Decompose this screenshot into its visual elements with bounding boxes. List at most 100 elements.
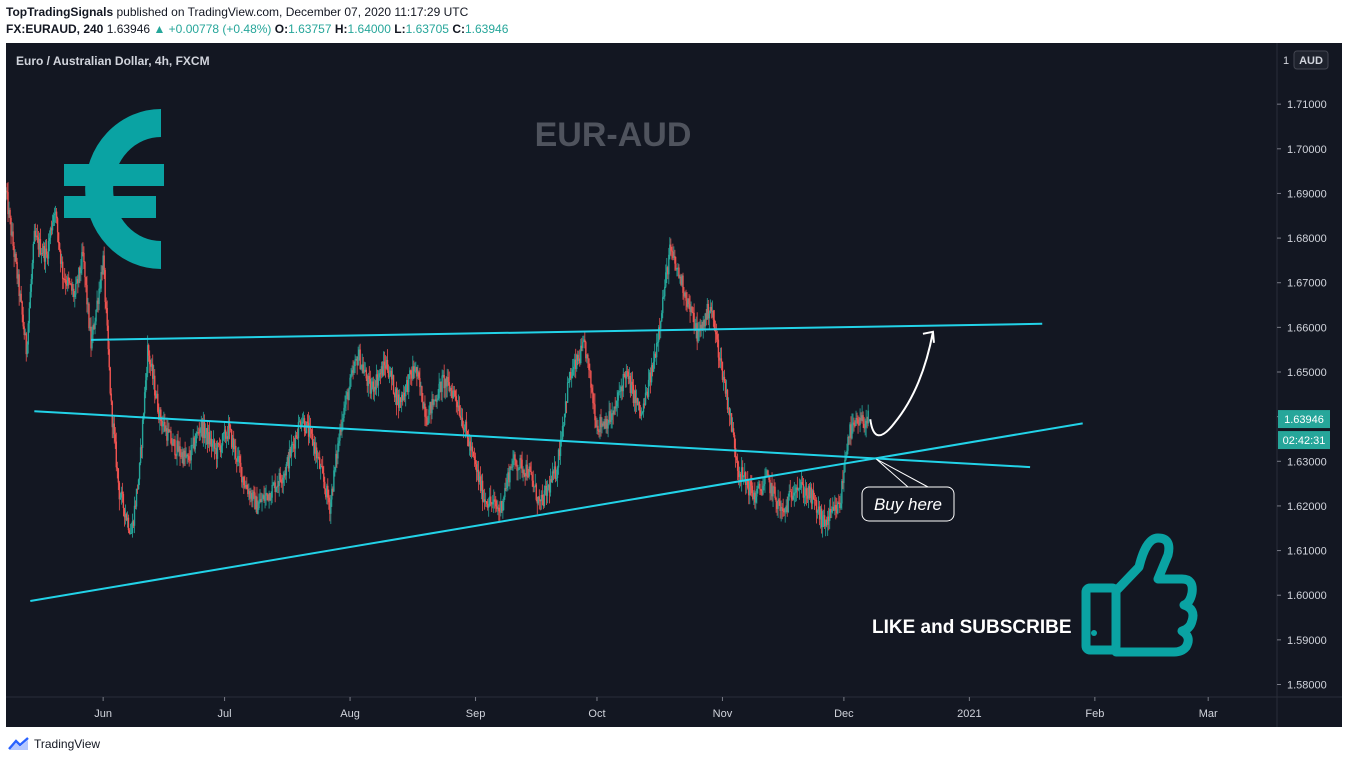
candle-body xyxy=(328,497,330,503)
candle-body xyxy=(431,398,433,414)
price-axis[interactable]: 1.71000 1.70000 1.69000 1.68000 1.67000 1.660… xyxy=(1277,99,1327,692)
time-axis[interactable]: Jun Jul Aug Sep Oct Nov Dec 2021 Feb Mar xyxy=(94,697,1218,720)
candle-body xyxy=(569,372,572,379)
candle-body xyxy=(607,423,609,429)
candle-body xyxy=(558,449,561,457)
candle-body xyxy=(185,456,187,458)
candle-body xyxy=(136,488,139,490)
candle-body xyxy=(451,390,453,398)
candle-body xyxy=(190,445,192,461)
candle-body xyxy=(823,515,826,527)
ascending-trendline[interactable] xyxy=(30,422,1083,603)
candle-body xyxy=(145,373,148,381)
candle-body xyxy=(848,436,850,438)
candle-body xyxy=(183,450,185,465)
candle-body xyxy=(122,493,125,509)
candle-body xyxy=(348,389,350,401)
candle-body xyxy=(464,421,467,430)
candle-body xyxy=(679,276,681,278)
candle-body xyxy=(46,254,49,259)
candle-body xyxy=(735,457,738,461)
candle-body xyxy=(604,421,606,429)
candle-body xyxy=(578,358,580,361)
candle-body xyxy=(309,426,312,430)
candle-body xyxy=(311,433,314,446)
candle-body xyxy=(836,508,838,514)
candle-body xyxy=(808,486,811,499)
candle-body xyxy=(821,516,824,527)
time-tick-label: Sep xyxy=(466,708,486,720)
symbol[interactable]: FX:EURAUD, 240 xyxy=(6,22,104,36)
candle-body xyxy=(34,230,37,238)
candle-body xyxy=(420,386,422,388)
trendlines-layer[interactable] xyxy=(30,322,1083,603)
candle-body xyxy=(774,486,776,498)
currency-badge[interactable]: AUD xyxy=(1293,50,1329,70)
candle-body xyxy=(128,530,131,534)
candle-body xyxy=(248,491,250,495)
publish-line: TopTradingSignals published on TradingVi… xyxy=(6,5,468,19)
candle-body xyxy=(49,228,52,238)
candle-body xyxy=(55,211,58,219)
candle-body xyxy=(192,437,194,446)
candle-body xyxy=(695,323,697,330)
candle-body xyxy=(367,376,369,386)
candle-body xyxy=(442,374,444,376)
candle-body xyxy=(362,364,364,373)
candle-body xyxy=(536,499,538,504)
candle-body xyxy=(208,432,211,445)
candle-body xyxy=(717,339,720,358)
candle-body xyxy=(57,232,60,244)
candle-body xyxy=(173,439,175,441)
candle-body xyxy=(758,483,760,486)
candle-body xyxy=(246,485,248,490)
candle-body xyxy=(609,411,611,422)
candle-body xyxy=(539,499,542,502)
candle-body xyxy=(500,501,502,513)
candle-body xyxy=(737,470,740,478)
tradingview-footer[interactable]: TradingView xyxy=(8,737,100,751)
candle-body xyxy=(399,397,402,402)
candle-body xyxy=(226,436,229,439)
last-price-label: 1.63946 xyxy=(1284,414,1324,426)
candle-body xyxy=(443,374,445,389)
candle-body xyxy=(78,267,80,283)
candle-body xyxy=(648,372,651,380)
time-tick-label: Jul xyxy=(218,708,232,720)
candle-body xyxy=(614,406,616,409)
candle-body xyxy=(601,423,603,428)
candle-body xyxy=(779,501,781,511)
candle-body xyxy=(188,456,190,460)
close-label: C: xyxy=(452,22,465,36)
candle-body xyxy=(203,421,206,439)
resistance-trendline[interactable] xyxy=(90,322,1043,341)
candle-body xyxy=(327,485,329,498)
publisher-name[interactable]: TopTradingSignals xyxy=(6,5,114,19)
candle-body xyxy=(680,276,682,285)
candle-body xyxy=(594,404,596,421)
candle-body xyxy=(593,403,595,405)
descending-trendline[interactable] xyxy=(34,410,1031,469)
candle-body xyxy=(718,357,721,361)
candle-body xyxy=(165,428,167,432)
candle-body xyxy=(179,446,181,456)
candle-body xyxy=(472,451,475,457)
candle-body xyxy=(515,459,517,465)
buy-here-callout[interactable]: Buy here xyxy=(861,458,955,522)
candle-body xyxy=(258,502,260,509)
candle-body xyxy=(698,329,700,332)
like-subscribe-text: LIKE and SUBSCRIBE xyxy=(872,617,1072,638)
time-tick-label: Jun xyxy=(94,708,112,720)
candle-body xyxy=(543,490,546,506)
candle-body xyxy=(287,457,290,469)
candle-body xyxy=(702,320,704,330)
candle-body xyxy=(7,192,9,215)
candle-body xyxy=(294,435,297,449)
candle-body xyxy=(121,491,124,494)
price-chart[interactable]: EUR-AUD Euro / Australian Dollar, 4h, FX… xyxy=(6,43,1342,727)
chart-panel[interactable]: EUR-AUD Euro / Australian Dollar, 4h, FX… xyxy=(6,43,1342,727)
candle-body xyxy=(506,479,508,489)
candle-body xyxy=(653,353,656,362)
candle-body xyxy=(772,486,774,497)
candle-body xyxy=(701,324,703,330)
